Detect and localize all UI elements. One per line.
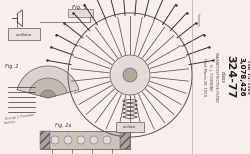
Bar bbox=[40, 131, 130, 149]
Circle shape bbox=[77, 136, 85, 144]
Circle shape bbox=[51, 136, 59, 144]
Wedge shape bbox=[17, 66, 79, 98]
Circle shape bbox=[123, 68, 137, 82]
Bar bbox=[120, 131, 130, 149]
Text: George J. Foundas: George J. Foundas bbox=[4, 113, 34, 121]
Text: Fig. 1: Fig. 1 bbox=[72, 5, 88, 10]
Text: oscillator: oscillator bbox=[123, 125, 137, 129]
Text: G. J. FOUNDAS: G. J. FOUNDAS bbox=[208, 64, 212, 90]
Bar bbox=[116, 122, 144, 132]
Circle shape bbox=[103, 136, 111, 144]
Bar bbox=[68, 9, 93, 17]
Wedge shape bbox=[40, 90, 56, 98]
Bar bbox=[192, 0, 250, 154]
Text: oscillator: oscillator bbox=[16, 32, 32, 36]
Text: Fig. 2: Fig. 2 bbox=[5, 64, 18, 69]
Text: Inventors: Inventors bbox=[196, 13, 200, 27]
Text: Feb. 19, 1963: Feb. 19, 1963 bbox=[246, 60, 250, 94]
Text: MAGNETOSTRICTIVE FILTER: MAGNETOSTRICTIVE FILTER bbox=[214, 52, 218, 102]
Text: Fig. 2a: Fig. 2a bbox=[55, 123, 72, 128]
Text: Filed March 20, 1959: Filed March 20, 1959 bbox=[202, 58, 206, 96]
Text: 324-77: 324-77 bbox=[225, 55, 235, 99]
Bar bbox=[8, 28, 40, 40]
Circle shape bbox=[90, 136, 98, 144]
Text: 3,078,426: 3,078,426 bbox=[239, 57, 245, 97]
Circle shape bbox=[110, 55, 150, 95]
Text: class: class bbox=[220, 71, 224, 83]
Text: Inventor: Inventor bbox=[4, 120, 17, 125]
Circle shape bbox=[64, 136, 72, 144]
Wedge shape bbox=[29, 78, 67, 98]
Bar bbox=[40, 131, 50, 149]
